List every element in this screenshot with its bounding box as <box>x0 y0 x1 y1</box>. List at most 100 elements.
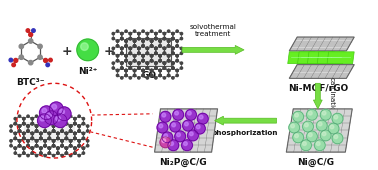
Circle shape <box>74 147 76 149</box>
Circle shape <box>129 52 132 54</box>
Circle shape <box>74 132 76 135</box>
Circle shape <box>163 32 166 35</box>
Circle shape <box>17 83 91 158</box>
Circle shape <box>31 122 34 125</box>
Circle shape <box>167 69 170 72</box>
Circle shape <box>116 69 119 72</box>
Circle shape <box>133 55 136 57</box>
Circle shape <box>27 125 29 127</box>
Circle shape <box>159 55 161 57</box>
Circle shape <box>133 74 136 77</box>
Circle shape <box>133 69 136 72</box>
Circle shape <box>163 67 166 69</box>
Circle shape <box>167 59 170 62</box>
Circle shape <box>48 122 51 125</box>
Circle shape <box>167 69 170 72</box>
Circle shape <box>138 47 140 50</box>
Circle shape <box>48 137 51 140</box>
Circle shape <box>112 62 115 64</box>
Circle shape <box>167 40 170 42</box>
Circle shape <box>48 137 51 140</box>
Circle shape <box>314 140 325 151</box>
Circle shape <box>163 62 166 64</box>
Circle shape <box>163 37 166 40</box>
Circle shape <box>133 69 136 72</box>
Text: +: + <box>104 45 115 58</box>
Circle shape <box>162 113 166 117</box>
Circle shape <box>163 52 166 54</box>
Circle shape <box>74 132 76 135</box>
Circle shape <box>129 47 132 50</box>
Circle shape <box>65 137 68 140</box>
Circle shape <box>48 152 51 154</box>
Circle shape <box>138 62 140 64</box>
Circle shape <box>133 55 136 57</box>
Circle shape <box>40 122 42 125</box>
Circle shape <box>48 132 51 135</box>
Circle shape <box>27 125 29 127</box>
Circle shape <box>125 59 127 62</box>
Circle shape <box>133 59 136 62</box>
Circle shape <box>31 132 34 135</box>
Circle shape <box>142 45 144 47</box>
Circle shape <box>121 32 123 35</box>
Circle shape <box>78 125 81 127</box>
Circle shape <box>19 125 21 127</box>
Circle shape <box>155 77 157 79</box>
Circle shape <box>19 125 21 127</box>
Circle shape <box>70 140 72 142</box>
Circle shape <box>163 47 166 50</box>
Circle shape <box>157 122 168 133</box>
Circle shape <box>146 67 149 69</box>
Circle shape <box>155 37 157 40</box>
Circle shape <box>23 132 25 135</box>
Circle shape <box>14 122 17 125</box>
Circle shape <box>146 47 149 50</box>
Circle shape <box>57 132 59 135</box>
Circle shape <box>40 137 42 140</box>
Circle shape <box>129 37 132 40</box>
Circle shape <box>138 67 140 69</box>
Circle shape <box>74 122 76 125</box>
Circle shape <box>116 69 119 72</box>
Circle shape <box>307 109 317 120</box>
Circle shape <box>31 137 34 140</box>
Circle shape <box>78 125 81 127</box>
Circle shape <box>170 121 181 132</box>
Circle shape <box>36 125 38 127</box>
Circle shape <box>121 67 123 69</box>
Circle shape <box>48 132 51 135</box>
Circle shape <box>138 32 140 35</box>
Circle shape <box>57 137 59 140</box>
Circle shape <box>53 140 55 142</box>
Circle shape <box>52 104 57 109</box>
Circle shape <box>56 116 60 121</box>
Circle shape <box>116 55 119 57</box>
Circle shape <box>61 130 63 132</box>
Circle shape <box>45 111 58 125</box>
Circle shape <box>125 45 127 47</box>
Text: phosphorization: phosphorization <box>212 131 278 137</box>
Circle shape <box>163 37 166 40</box>
Circle shape <box>167 55 170 57</box>
Circle shape <box>61 144 63 147</box>
Circle shape <box>57 137 59 140</box>
Circle shape <box>167 45 170 47</box>
Circle shape <box>48 137 51 140</box>
Circle shape <box>150 40 153 42</box>
Circle shape <box>129 77 132 79</box>
Circle shape <box>180 62 183 64</box>
Circle shape <box>142 69 144 72</box>
Circle shape <box>125 74 127 77</box>
Circle shape <box>48 122 51 125</box>
Circle shape <box>23 122 25 125</box>
Circle shape <box>159 69 161 72</box>
Circle shape <box>87 130 89 132</box>
Circle shape <box>133 69 136 72</box>
Circle shape <box>163 37 166 40</box>
Circle shape <box>61 125 63 127</box>
Text: +: + <box>62 45 72 58</box>
Circle shape <box>44 140 46 142</box>
Circle shape <box>44 125 46 127</box>
Circle shape <box>36 130 38 132</box>
